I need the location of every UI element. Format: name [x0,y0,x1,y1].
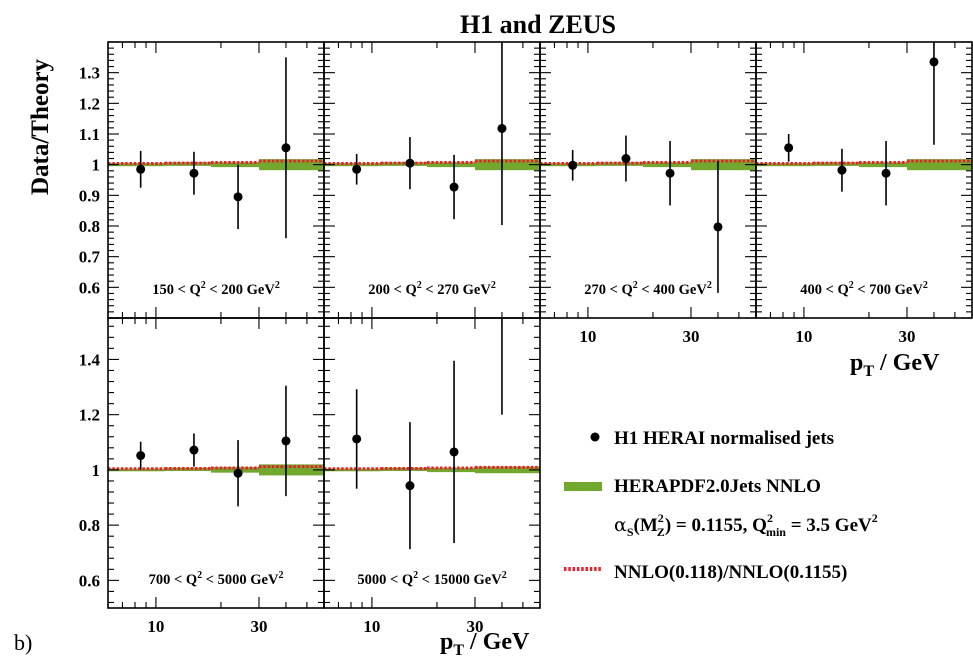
panel-range-label: 270 < Q2 < 400 GeV2 [584,280,712,298]
data-point-1 [352,434,362,444]
band-bin-4 [474,159,540,171]
data-point-3 [233,468,243,478]
x-tick-label: 30 [466,617,483,636]
x-tick-label: 10 [579,327,596,346]
x-axis-label-upper: pT / GeV [850,350,940,380]
x-tick-label: 30 [682,327,699,346]
data-point-3 [449,447,459,457]
data-point-4 [281,143,291,153]
y-tick-label: 0.7 [79,248,101,267]
x-tick-label: 10 [795,327,812,346]
legend-band-entry: HERAPDF2.0Jets NNLO αS(M2 Z) = 0.1155, Q2… [564,476,878,539]
legend-band-label: HERAPDF2.0Jets NNLO [614,476,821,497]
data-point-4 [281,436,291,446]
y-tick-label: 0.6 [79,278,100,297]
band-bin-1 [324,468,381,472]
panel-label: b) [14,630,32,655]
legend: H1 HERAI normalised jets HERAPDF2.0Jets … [564,428,878,583]
panel-frame [755,41,973,319]
y-tick-label: 0.6 [79,571,100,590]
y-tick-label: 1.3 [79,64,100,83]
band-bin-1 [108,163,165,167]
y-tick-label: 0.8 [79,516,100,535]
band-bin-3 [211,162,259,168]
legend-data-label: H1 HERAI normalised jets [614,428,834,449]
panel-range-label: 5000 < Q2 < 15000 GeV2 [357,570,506,588]
x-tick-label: 10 [363,617,380,636]
x-tick-label: 10 [147,617,164,636]
legend-data-marker [590,432,600,442]
band-bin-1 [756,163,813,167]
data-point-3 [449,182,459,192]
band-bin-3 [427,162,475,168]
y-tick-label: 1.2 [79,406,100,425]
legend-ratio-label: NNLO(0.118)/NNLO(0.1155) [614,562,847,583]
band-bin-3 [859,162,907,168]
y-tick-label: 1 [92,461,101,480]
panel-3: 10 30 270 < Q2 < 400 GeV2 [539,41,757,346]
band-bin-4 [474,466,540,474]
panel-range-label: 150 < Q2 < 200 GeV2 [152,280,280,298]
panel-frame [323,317,541,609]
data-point-4 [497,123,507,133]
y-tick-label: 1 [92,156,101,175]
band-bin-4 [258,159,324,171]
data-point-2 [405,158,415,168]
band-bin-4 [690,159,756,171]
data-point-3 [665,168,675,178]
legend-band-parameters: αS(M2 Z) = 0.1155, Q2 min = 3.5 GeV2 [614,511,878,539]
x-axis-label-lower: pT / GeV [440,629,530,659]
data-point-2 [189,168,199,178]
panel-4: 10 30 400 < Q2 < 700 GeV2 [755,41,973,346]
data-point-1 [352,164,362,174]
band-bin-4 [258,464,324,476]
data-point-3 [881,168,891,178]
band-bin-1 [324,163,381,167]
data-point-2 [189,445,199,455]
x-tick-label: 30 [898,327,915,346]
panel-5: 0.6 0.8 1 1.2 1.4 10 30 700 < Q2 < 5000 GeV2 [79,317,325,636]
band-bin-1 [108,468,165,472]
data-point-1 [136,164,146,174]
data-point-4 [713,222,723,232]
y-tick-label: 0.9 [79,186,100,205]
y-tick-label: 1.1 [79,125,100,144]
panels: 0.6 0.7 0.8 0.9 1 1.1 1.2 1.3 150 < Q2 < 200 GeV… [79,41,973,636]
panel-1: 0.6 0.7 0.8 0.9 1 1.1 1.2 1.3 150 < Q2 < 200 GeV… [79,41,325,319]
data-point-2 [621,154,631,164]
legend-ratio-entry: NNLO(0.118)/NNLO(0.1155) [564,562,847,583]
panel-range-label: 700 < Q2 < 5000 GeV2 [149,570,284,588]
band-bin-4 [906,159,972,171]
band-bin-3 [427,467,475,473]
y-axis-label: Data/Theory [27,58,54,195]
x-tick-label: 30 [250,617,267,636]
band-bin-3 [643,162,691,168]
data-point-4 [929,57,939,67]
panel-range-label: 400 < Q2 < 700 GeV2 [800,280,928,298]
y-tick-label: 1.2 [79,94,100,113]
legend-data-entry: H1 HERAI normalised jets [590,428,834,449]
data-point-2 [405,481,415,491]
data-point-1 [568,160,578,170]
y-tick-label: 0.8 [79,217,100,236]
figure-title: H1 and ZEUS [460,10,616,39]
data-point-1 [136,451,146,461]
legend-band-swatch [564,482,602,491]
data-point-1 [784,143,794,153]
data-point-3 [233,192,243,202]
panel-2: 200 < Q2 < 270 GeV2 [323,41,541,319]
panel-range-label: 200 < Q2 < 270 GeV2 [368,280,496,298]
data-point-2 [837,165,847,175]
panel-6: 10 30 5000 < Q2 < 15000 GeV2 [323,317,541,636]
y-tick-label: 1.4 [79,350,101,369]
